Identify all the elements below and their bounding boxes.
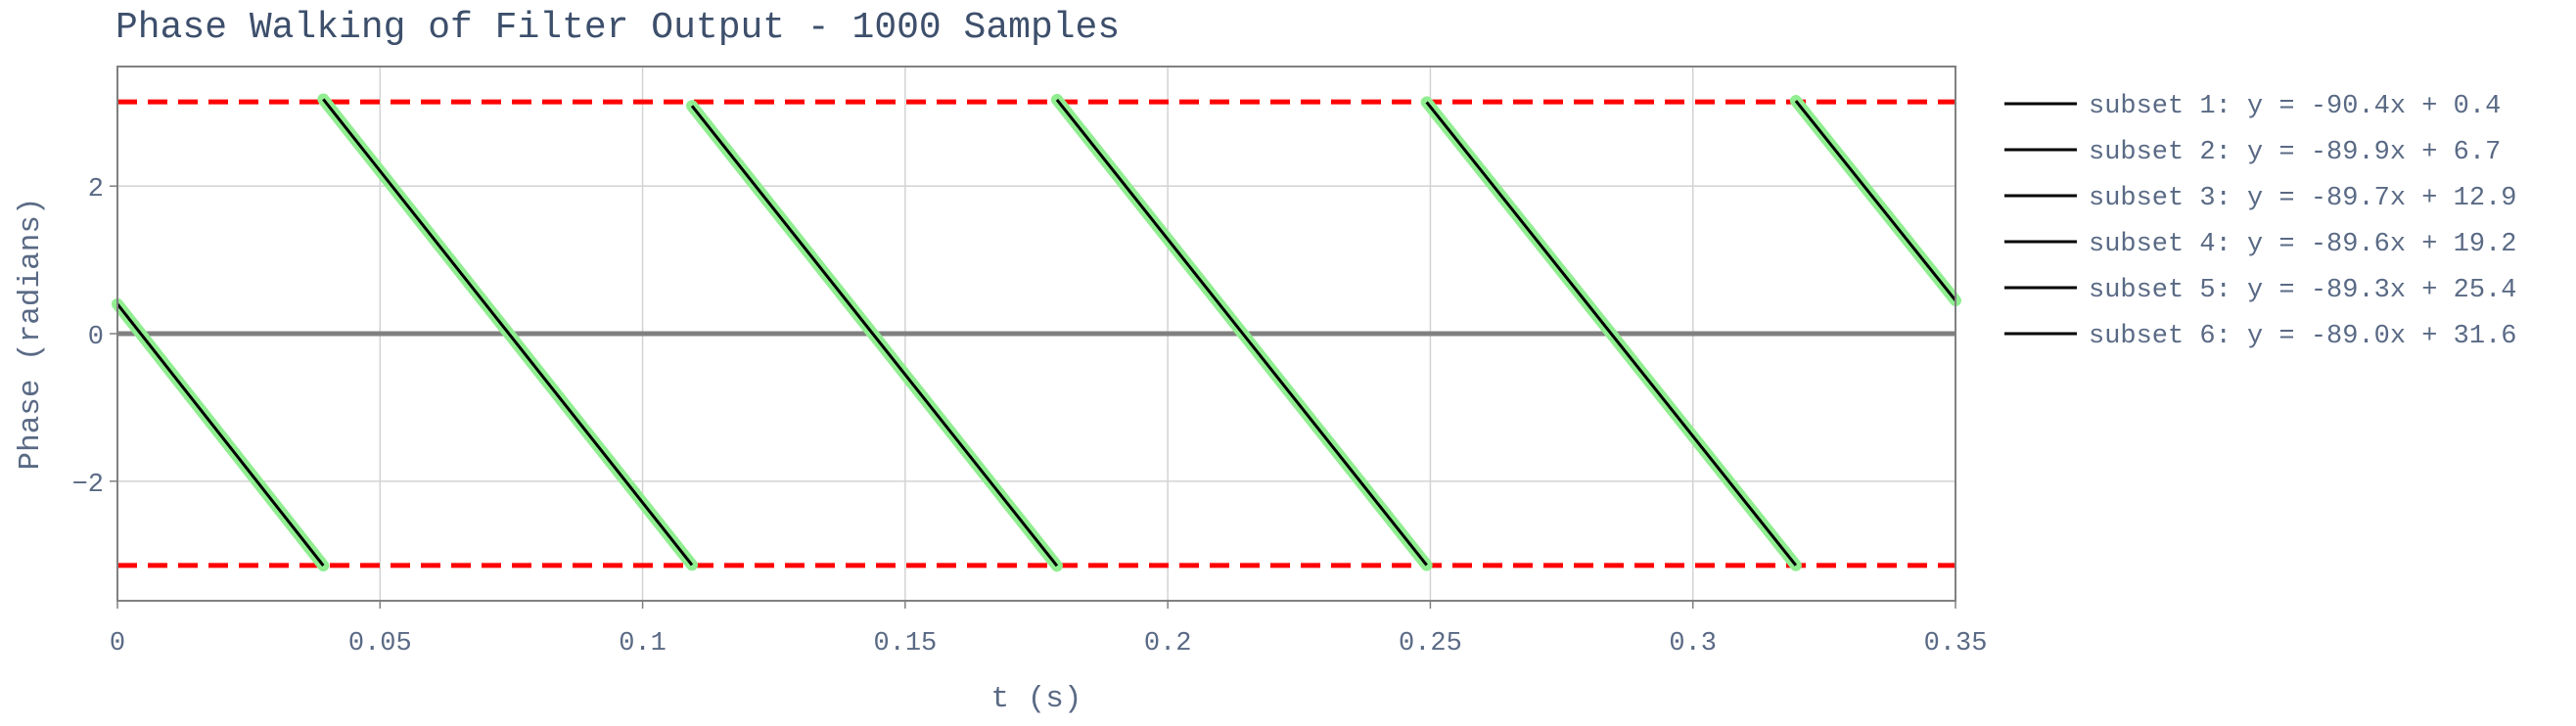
x-tick-label: 0.15 <box>873 629 937 658</box>
legend-entry-label: subset 3: y = -89.7x + 12.9 <box>2089 184 2516 213</box>
fit-line-subset-5 <box>1425 101 1798 567</box>
fit-line-subset-4 <box>1055 98 1428 567</box>
y-axis-label: Phase (radians) <box>14 197 48 470</box>
fit-line-subset-6 <box>1794 100 1957 302</box>
axis-ticks: 0 0.05 0.1 0.15 0.2 0.25 0.3 0.35 −2 0 2 <box>72 175 1988 658</box>
x-tick-label: 0.05 <box>348 629 412 658</box>
legend-entry-label: subset 1: y = -90.4x + 0.4 <box>2089 92 2501 121</box>
data-series <box>112 93 1961 572</box>
x-tick-label: 0.3 <box>1669 629 1717 658</box>
legend-entry-label: subset 5: y = -89.3x + 25.4 <box>2089 276 2516 305</box>
legend-entry-label: subset 2: y = -89.9x + 6.7 <box>2089 138 2501 167</box>
legend: subset 1: y = -90.4x + 0.4 subset 2: y = … <box>2004 92 2516 351</box>
x-tick-label: 0 <box>110 629 125 658</box>
y-tick-label: 2 <box>88 175 104 204</box>
x-tick-label: 0.1 <box>619 629 667 658</box>
reference-lines <box>117 99 1955 568</box>
x-tick-label: 0.25 <box>1399 629 1462 658</box>
y-tick-label: −2 <box>72 471 104 500</box>
x-axis-label: t (s) <box>990 682 1081 716</box>
legend-entry-label: subset 6: y = -89.0x + 31.6 <box>2089 322 2516 351</box>
x-tick-label: 0.35 <box>1924 629 1988 658</box>
y-tick-label: 0 <box>88 323 104 352</box>
fit-line-subset-1 <box>115 302 325 567</box>
fit-line-subset-3 <box>690 105 1059 567</box>
x-tick-label: 0.2 <box>1144 629 1192 658</box>
fit-line-subset-2 <box>322 98 694 567</box>
legend-entry-label: subset 4: y = -89.6x + 19.2 <box>2089 230 2516 259</box>
chart-title: Phase Walking of Filter Output - 1000 Sa… <box>115 7 1120 49</box>
